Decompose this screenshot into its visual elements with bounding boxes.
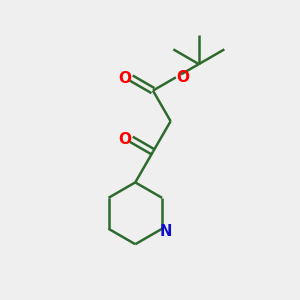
Text: O: O <box>118 132 131 147</box>
Text: O: O <box>176 70 189 85</box>
Text: N: N <box>159 224 172 239</box>
Text: O: O <box>118 70 131 86</box>
